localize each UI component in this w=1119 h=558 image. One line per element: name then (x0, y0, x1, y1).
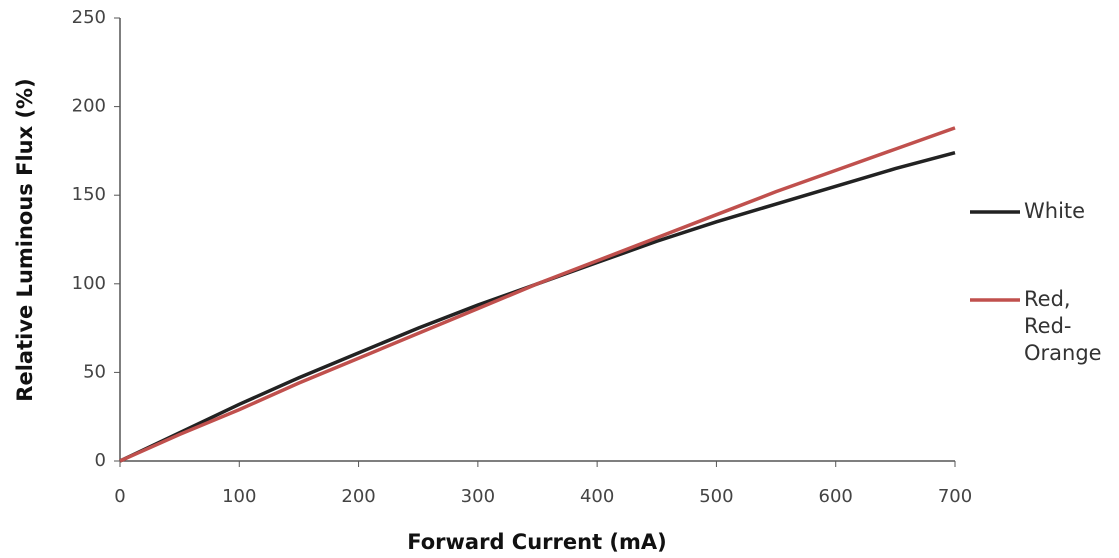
y-axis-title: Relative Luminous Flux (%) (13, 78, 37, 401)
x-axis-title: Forward Current (mA) (407, 530, 667, 554)
series-line (120, 153, 955, 461)
x-tick-label: 200 (341, 486, 375, 507)
y-tick-label: 200 (72, 96, 106, 117)
chart: Forward Current (mA) Relative Luminous F… (0, 0, 1119, 558)
y-tick-label: 0 (95, 450, 106, 471)
x-tick-label: 700 (938, 486, 972, 507)
y-tick-label: 100 (72, 273, 106, 294)
legend-label: Red, Red-Orange (1024, 286, 1116, 367)
page: {"chart_data": {"type": "line", "x_label… (0, 0, 1119, 558)
legend-label: White (1024, 198, 1116, 225)
x-tick-label: 300 (461, 486, 495, 507)
x-tick-label: 600 (819, 486, 853, 507)
x-tick-label: 400 (580, 486, 614, 507)
y-tick-label: 50 (83, 361, 106, 382)
x-tick-label: 500 (699, 486, 733, 507)
x-tick-label: 0 (114, 486, 125, 507)
x-tick-label: 100 (222, 486, 256, 507)
series-line (120, 128, 955, 461)
y-tick-label: 150 (72, 184, 106, 205)
y-tick-label: 250 (72, 7, 106, 28)
